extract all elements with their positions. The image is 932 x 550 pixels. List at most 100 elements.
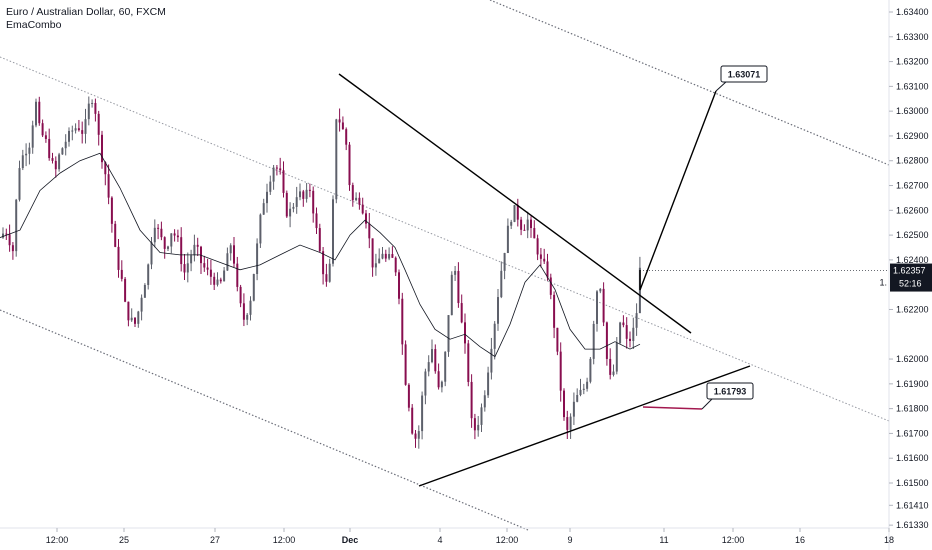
candle-body (414, 433, 417, 439)
indicator-label[interactable]: EmaCombo (6, 19, 62, 31)
candle (526, 211, 529, 239)
candle-body (454, 270, 457, 275)
candle-body (629, 338, 631, 341)
candle (107, 164, 110, 205)
candle-body (163, 237, 166, 249)
candle (467, 340, 470, 387)
candle (454, 266, 457, 281)
candle (203, 255, 206, 272)
candle (143, 283, 146, 298)
candle (38, 96, 41, 126)
candle (289, 202, 292, 228)
candle-body (450, 274, 453, 316)
candle (157, 224, 160, 240)
channel-middle-line[interactable] (0, 56, 890, 422)
candle (44, 131, 47, 143)
candle-body (213, 276, 216, 285)
candle-body (295, 197, 298, 207)
candle-body (480, 407, 483, 425)
candle (503, 252, 506, 280)
candle-body (490, 348, 493, 373)
candle (130, 308, 133, 322)
candle (8, 224, 11, 252)
candle (470, 374, 473, 428)
ascending-trendline[interactable] (418, 365, 751, 487)
current-price-value: 1.62357 (893, 266, 926, 276)
channel-upper-line[interactable] (489, 0, 890, 166)
candle (315, 207, 318, 234)
candle-body (130, 317, 133, 321)
time-axis-label: 27 (210, 535, 220, 545)
candle-body (351, 185, 354, 201)
target-callout-lower[interactable]: 1.61793 (701, 382, 754, 410)
candle (266, 183, 268, 213)
candle (391, 246, 394, 258)
callout-label: 1.63071 (728, 70, 761, 80)
time-axis-label: 16 (795, 535, 805, 545)
channel-lines (0, 0, 890, 531)
candle (335, 118, 338, 204)
projection-path[interactable] (639, 90, 717, 291)
candle-body (444, 351, 447, 382)
candle (170, 233, 173, 254)
candle-body (371, 238, 374, 268)
candle (2, 227, 4, 239)
candle-body (325, 274, 328, 282)
candle-body (186, 263, 189, 273)
channel-lower-line[interactable] (0, 309, 529, 531)
candle (190, 249, 193, 272)
candle-body (572, 401, 575, 417)
target-callout-upper[interactable]: 1.63071 (715, 65, 768, 92)
candle (427, 355, 430, 377)
candle (592, 320, 595, 365)
candle-body (378, 258, 381, 264)
candle-body (94, 102, 97, 114)
candle-body (368, 223, 371, 239)
candle (361, 197, 364, 215)
candle-body (322, 251, 325, 275)
candle (200, 245, 202, 274)
candle-body (289, 208, 292, 217)
time-axis-label: 18 (884, 535, 894, 545)
time-axis-label: 12:00 (273, 535, 296, 545)
ema-combo-line (0, 152, 641, 358)
candle-body (48, 138, 51, 159)
price-axis-label: 1.62200 (896, 304, 929, 314)
price-axis-label: 1.63200 (896, 57, 929, 67)
target-marker-line[interactable] (642, 406, 703, 410)
candle-body (190, 255, 193, 264)
candle-body (493, 323, 496, 349)
candle-body (302, 191, 305, 199)
candle-body (619, 322, 622, 343)
candle-body (81, 130, 84, 134)
candle-body (54, 160, 57, 170)
candle (490, 337, 493, 380)
candle-body (602, 288, 605, 323)
candle-body (638, 267, 641, 314)
candle (549, 273, 552, 300)
candle-body (28, 147, 31, 154)
descending-trendline[interactable] (338, 73, 692, 334)
candle (556, 327, 559, 356)
candle-body (470, 381, 473, 419)
candle-body (510, 221, 513, 226)
candle-body (457, 270, 460, 304)
candle (219, 277, 222, 284)
candle-body (374, 263, 377, 268)
price-axis-label: 1.61900 (896, 379, 929, 389)
candle (117, 238, 120, 278)
candle (510, 219, 513, 230)
candle (371, 238, 374, 277)
candle-body (249, 300, 252, 315)
candle-body (183, 264, 186, 273)
candle (378, 248, 381, 264)
candle (213, 272, 216, 290)
candle-body (355, 197, 358, 201)
candle (127, 301, 130, 327)
candle (249, 296, 252, 321)
candle (417, 425, 420, 449)
candle-body (473, 418, 476, 431)
candle (523, 224, 526, 231)
candle (414, 430, 417, 448)
